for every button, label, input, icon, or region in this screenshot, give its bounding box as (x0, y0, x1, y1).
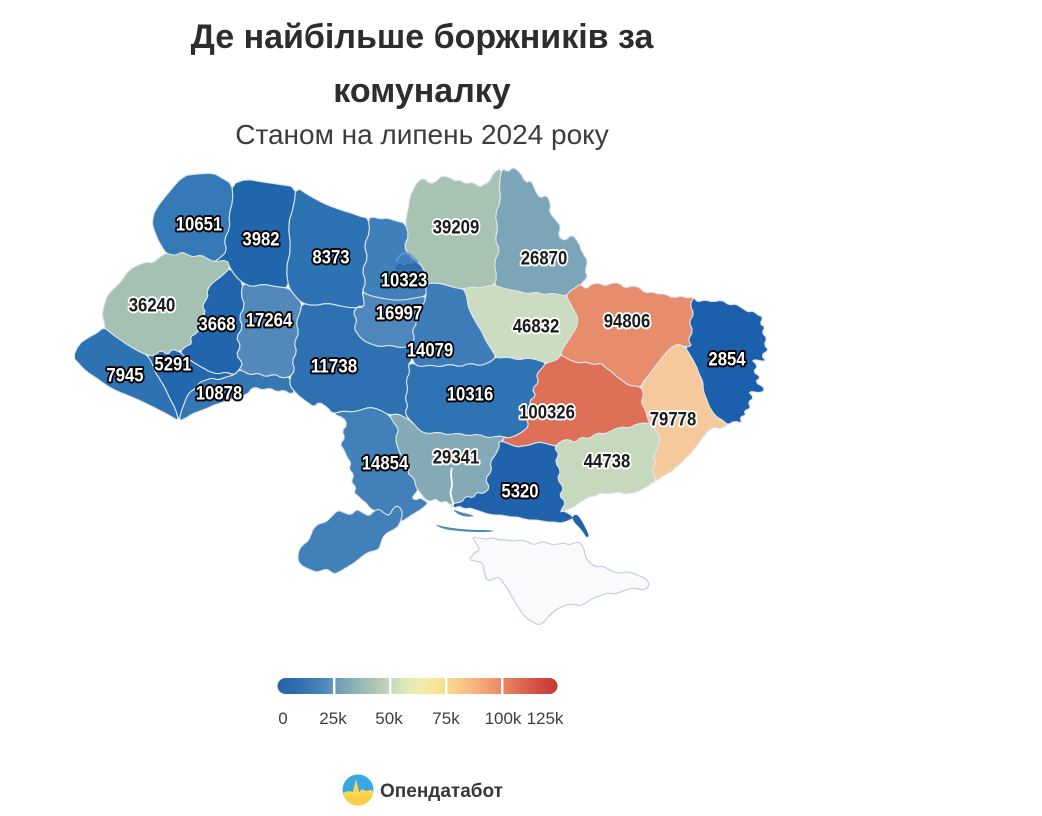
svg-text:0: 0 (278, 709, 287, 728)
svg-text:10651: 10651 (176, 215, 223, 236)
svg-text:100326: 100326 (519, 403, 575, 424)
svg-text:25k: 25k (319, 709, 347, 728)
svg-text:94806: 94806 (604, 312, 651, 333)
svg-text:50k: 50k (375, 709, 403, 728)
svg-text:11738: 11738 (311, 357, 358, 378)
svg-text:44738: 44738 (584, 452, 631, 473)
svg-text:5291: 5291 (154, 355, 192, 376)
svg-text:10316: 10316 (447, 385, 494, 406)
svg-text:5320: 5320 (501, 482, 538, 503)
svg-text:8373: 8373 (312, 248, 349, 269)
svg-text:125k: 125k (527, 709, 564, 728)
svg-text:46832: 46832 (513, 317, 560, 338)
svg-text:79778: 79778 (650, 410, 697, 431)
svg-text:39209: 39209 (433, 218, 480, 239)
svg-text:14854: 14854 (362, 454, 409, 475)
svg-text:29341: 29341 (433, 448, 480, 469)
svg-text:3668: 3668 (198, 315, 235, 336)
svg-text:3982: 3982 (242, 230, 279, 251)
svg-text:100k: 100k (485, 709, 522, 728)
svg-text:Опендатабот: Опендатабот (380, 781, 503, 802)
svg-text:75k: 75k (432, 709, 460, 728)
svg-text:10878: 10878 (196, 384, 243, 405)
svg-text:36240: 36240 (129, 296, 176, 317)
svg-text:16997: 16997 (376, 304, 423, 325)
svg-text:2854: 2854 (708, 350, 746, 371)
svg-text:10323: 10323 (381, 271, 428, 292)
svg-text:17264: 17264 (246, 311, 293, 332)
svg-text:14079: 14079 (407, 341, 454, 362)
svg-text:7945: 7945 (106, 366, 144, 387)
svg-text:26870: 26870 (521, 249, 568, 270)
